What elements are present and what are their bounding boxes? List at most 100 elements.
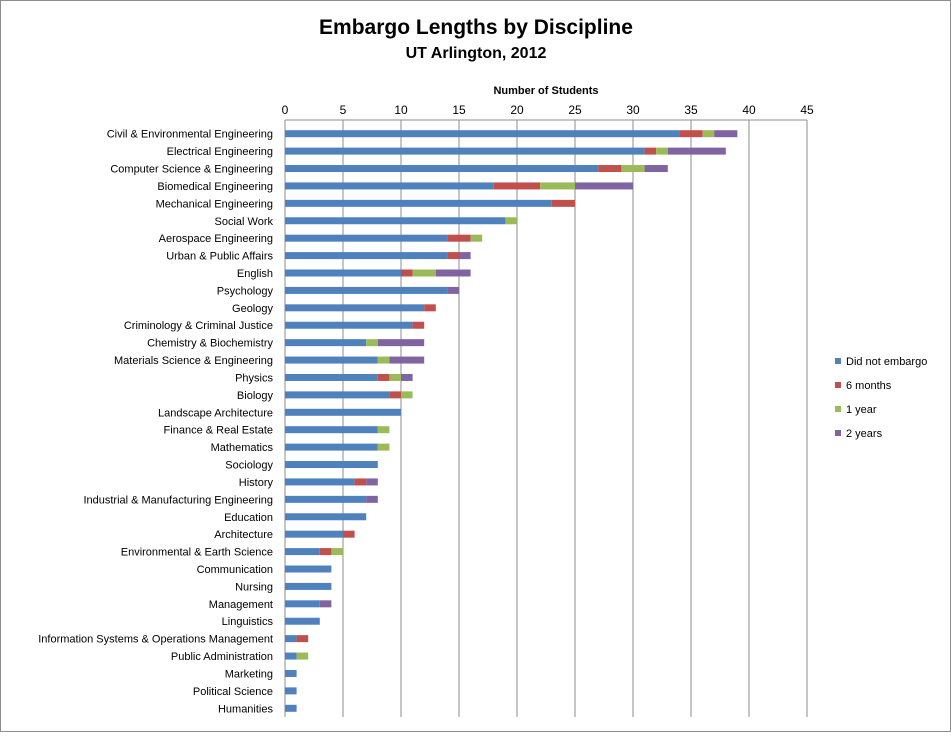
category-label: Physics <box>235 372 273 384</box>
category-label: Education <box>224 512 273 524</box>
bar-segment <box>296 635 309 643</box>
bar-segment <box>366 478 378 486</box>
category-label: Management <box>209 599 273 611</box>
legend-label: 2 years <box>846 428 883 440</box>
x-tick-label: 15 <box>452 103 466 117</box>
x-tick-label: 45 <box>800 103 814 117</box>
bar-segment <box>285 252 448 260</box>
legend-swatch <box>835 406 841 412</box>
bar-segment <box>459 252 471 260</box>
bar-segment <box>447 252 459 260</box>
bar-segment <box>401 373 413 381</box>
category-label: Aerospace Engineering <box>159 233 273 245</box>
bar-segment <box>470 234 483 242</box>
legend-label: 1 year <box>846 404 877 416</box>
bar-segment <box>366 495 378 503</box>
bar-segment <box>401 391 413 399</box>
category-label: Social Work <box>215 216 274 228</box>
x-axis-ticks: 0 5 10 15 20 25 30 35 40 45 <box>282 103 814 117</box>
legend: Did not embargo 6 months 1 year 2 years <box>835 356 927 440</box>
bar-segment <box>377 356 390 364</box>
bar-segment <box>285 373 378 381</box>
chart-title: Embargo Lengths by Discipline <box>319 16 633 39</box>
bar-segment <box>285 199 552 207</box>
bar-segment <box>644 147 657 155</box>
bar-segment <box>285 669 297 677</box>
category-label: Nursing <box>235 581 273 593</box>
bar-segment <box>296 652 309 660</box>
x-tick-label: 25 <box>568 103 582 117</box>
legend-swatch <box>835 430 841 436</box>
bar-segment <box>319 600 332 608</box>
category-label: Linguistics <box>222 616 274 628</box>
category-label: Mathematics <box>211 442 274 454</box>
x-tick-label: 5 <box>340 103 347 117</box>
bar-segment <box>285 286 448 294</box>
bars <box>285 130 738 712</box>
category-label: Finance & Real Estate <box>164 425 273 437</box>
category-label: Criminology & Criminal Justice <box>124 320 273 332</box>
bar-segment <box>285 426 378 434</box>
x-tick-label: 30 <box>626 103 640 117</box>
category-label: Architecture <box>214 529 273 541</box>
bar-segment <box>285 356 378 364</box>
category-label: English <box>237 268 273 280</box>
bar-segment <box>505 217 517 225</box>
bar-segment <box>319 548 332 556</box>
category-label: Urban & Public Affairs <box>166 251 273 263</box>
bar-segment <box>598 165 622 173</box>
legend-label: 6 months <box>846 380 892 392</box>
bar-segment <box>285 269 401 277</box>
category-label: Chemistry & Biochemistry <box>147 338 273 350</box>
category-label: Electrical Engineering <box>167 146 273 158</box>
bar-segment <box>343 530 355 538</box>
category-label: Psychology <box>217 285 274 297</box>
category-label: Industrial & Manufacturing Engineering <box>83 494 273 506</box>
bar-segment <box>285 321 413 329</box>
bar-segment <box>412 269 436 277</box>
category-label: Computer Science & Engineering <box>110 164 273 176</box>
bar-segment <box>377 373 390 381</box>
bar-segment <box>435 269 471 277</box>
category-label: Biomedical Engineering <box>157 181 273 193</box>
bar-segment <box>354 478 367 486</box>
bar-segment <box>285 130 680 138</box>
category-label: History <box>239 477 274 489</box>
bar-segment <box>285 548 320 556</box>
bar-segment <box>285 304 425 312</box>
bar-segment <box>285 652 297 660</box>
legend-label: Did not embargo <box>846 356 927 368</box>
bar-segment <box>285 165 599 173</box>
bar-segment <box>714 130 738 138</box>
bar-segment <box>621 165 645 173</box>
bar-segment <box>285 182 494 190</box>
bar-segment <box>377 443 390 451</box>
x-tick-label: 20 <box>510 103 524 117</box>
category-label: Humanities <box>218 703 274 715</box>
category-label: Information Systems & Operations Managem… <box>38 634 273 646</box>
category-label: Materials Science & Engineering <box>114 355 273 367</box>
bar-segment <box>644 165 668 173</box>
bar-segment <box>412 321 425 329</box>
bar-segment <box>424 304 436 312</box>
bar-segment <box>285 339 367 347</box>
category-label: Mechanical Engineering <box>156 198 273 210</box>
bar-segment <box>667 147 726 155</box>
legend-swatch <box>835 382 841 388</box>
bar-segment <box>285 513 367 521</box>
category-label: Environmental & Earth Science <box>121 547 273 559</box>
category-label: Communication <box>197 564 273 576</box>
x-tick-label: 40 <box>742 103 756 117</box>
category-label: Sociology <box>225 460 273 472</box>
chart-subtitle: UT Arlington, 2012 <box>406 45 547 62</box>
bar-segment <box>285 147 645 155</box>
category-label: Marketing <box>225 668 273 680</box>
bar-segment <box>285 530 343 538</box>
bar-segment <box>679 130 703 138</box>
x-tick-label: 35 <box>684 103 698 117</box>
bar-segment <box>493 182 541 190</box>
bar-segment <box>285 617 320 625</box>
x-tick-label: 10 <box>394 103 408 117</box>
